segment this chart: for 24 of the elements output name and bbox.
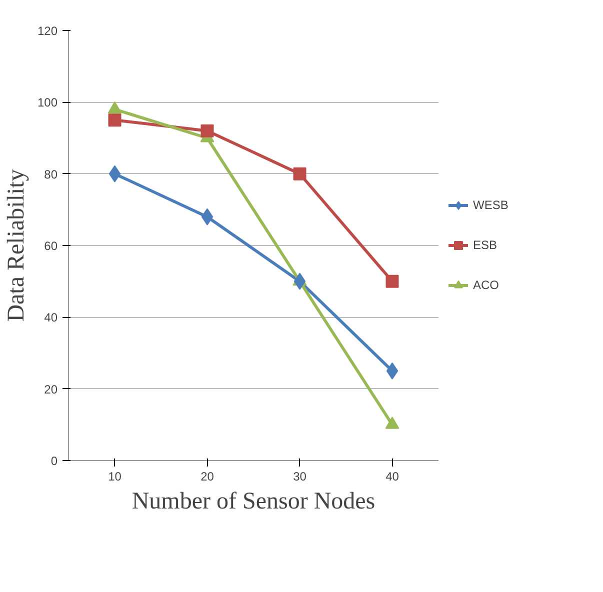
y-tick-label: 100: [37, 96, 58, 110]
legend-label: WESB: [473, 198, 508, 212]
y-tick-label: 0: [50, 454, 58, 468]
y-tick-label: 120: [37, 24, 58, 38]
point: [201, 208, 214, 226]
y-tick-label: 40: [44, 310, 58, 325]
y-tick-label: 20: [44, 382, 58, 396]
y-tick-label: 80: [44, 167, 58, 182]
x-tick-label: 40: [386, 470, 400, 484]
point: [108, 165, 121, 182]
legend-label: ESB: [473, 238, 498, 252]
point: [200, 124, 214, 138]
x-tick-label: 10: [108, 470, 122, 484]
x-axis-title: Number of Sensor Nodes: [132, 488, 376, 514]
x-tick-label: 30: [293, 470, 307, 484]
point: [108, 114, 122, 127]
legend-label: ACO: [473, 278, 500, 292]
point: [294, 272, 306, 290]
y-axis-title: Data Reliability: [3, 169, 30, 322]
point: [386, 362, 398, 380]
point: [386, 274, 399, 288]
point: [293, 167, 306, 180]
y-tick-label: 60: [44, 239, 58, 253]
x-tick-label: 20: [200, 470, 214, 484]
